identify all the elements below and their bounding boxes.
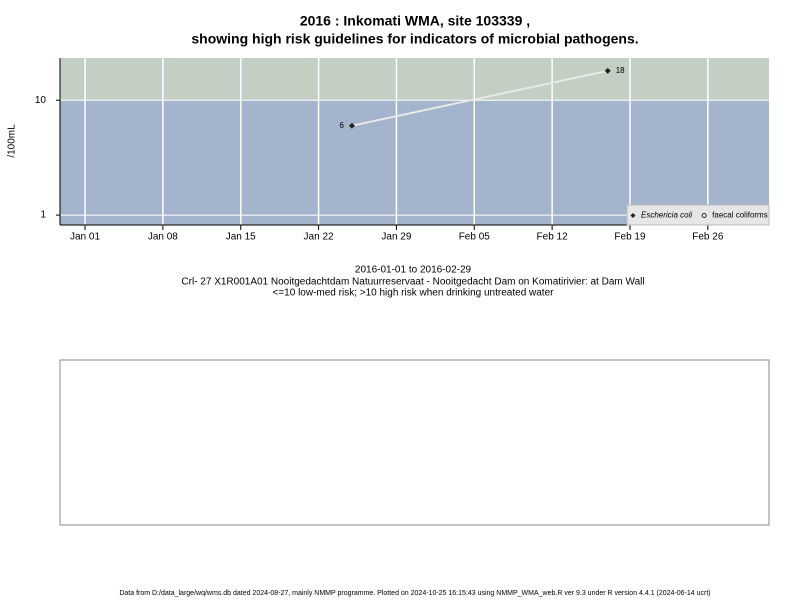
x-tick-label: Feb 05 <box>459 232 491 243</box>
empty-panel <box>59 359 770 526</box>
legend-marker <box>630 213 636 218</box>
x-tick-label: Feb 19 <box>614 232 646 243</box>
footer: Data from D:/data_large/wq/wms.db dated … <box>119 590 710 597</box>
legend-label: faecal coliforms <box>712 211 768 220</box>
data-label: 18 <box>616 66 625 75</box>
x-tick-label: Jan 22 <box>304 232 334 243</box>
y-tick-label: 1 <box>40 210 46 221</box>
x-tick-label: Feb 12 <box>537 232 569 243</box>
data-point <box>604 67 611 74</box>
legend-box <box>626 204 770 226</box>
x-tick-label: Jan 01 <box>70 232 100 243</box>
subtitle: Crl- 27 X1R001A01 Nooitgedachtdam Natuur… <box>181 277 644 288</box>
subtitle: 2016-01-01 to 2016-02-29 <box>355 265 472 276</box>
legend-marker <box>701 213 707 218</box>
low-risk-band <box>60 100 769 225</box>
data-point <box>348 122 355 129</box>
chart-title: showing high risk guidelines for indicat… <box>191 31 638 47</box>
data-label: 6 <box>339 121 344 130</box>
x-tick-label: Jan 29 <box>381 232 411 243</box>
y-axis-label: /100mL <box>7 124 18 158</box>
chart-title: 2016 : Inkomati WMA, site 103339 , <box>300 13 530 29</box>
series-line <box>351 69 608 127</box>
x-tick-label: Jan 15 <box>226 232 256 243</box>
x-tick-label: Jan 08 <box>148 232 178 243</box>
subtitle: <=10 low-med risk; >10 high risk when dr… <box>273 288 555 299</box>
high-risk-band <box>60 58 769 101</box>
y-tick-label: 10 <box>35 95 47 106</box>
x-tick-label: Feb 26 <box>692 232 724 243</box>
legend-label: Eschericia coli <box>641 211 692 220</box>
